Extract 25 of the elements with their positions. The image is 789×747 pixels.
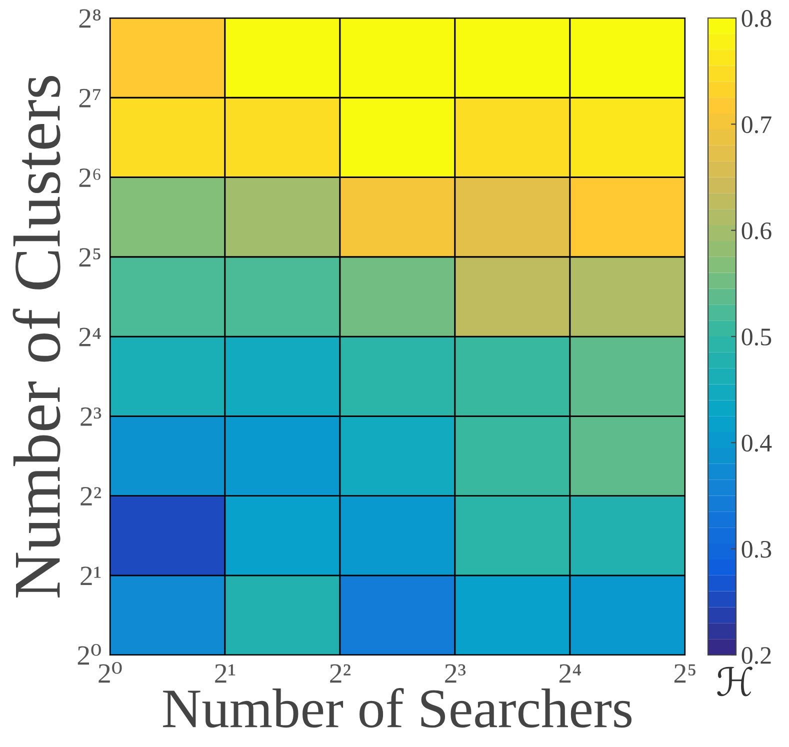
x-tick-label: 2⁴ bbox=[559, 664, 581, 683]
color-bar-label: 0.2 bbox=[742, 647, 771, 664]
color-bar-label: 0.4 bbox=[742, 434, 772, 452]
color-bar-label: 0.6 bbox=[742, 222, 772, 240]
color-bar-label: 0.8 bbox=[742, 10, 772, 28]
y-tick-label: 2³ bbox=[80, 407, 102, 426]
y-tick-label: 2⁶ bbox=[79, 168, 100, 187]
color-bar-label: 0.5 bbox=[742, 328, 772, 346]
x-tick-label: 2³ bbox=[445, 664, 466, 683]
x-tick-label: 2² bbox=[330, 664, 350, 683]
y-tick-label: 2⁷ bbox=[79, 88, 101, 108]
color-bar-label: 0.7 bbox=[742, 116, 772, 134]
y-tick-label: 2¹ bbox=[80, 566, 101, 586]
y-tick-label: 2⁴ bbox=[79, 328, 101, 346]
x-tick-label: 2¹ bbox=[215, 664, 236, 683]
y-tick-label: 2² bbox=[80, 486, 102, 506]
color-bar-label: 0.3 bbox=[742, 540, 772, 558]
color-bar-title: ℋ bbox=[717, 666, 752, 696]
y-tick-label: 2⁸ bbox=[79, 9, 101, 28]
y-tick-label: 2⁰ bbox=[78, 644, 101, 665]
x-axis-title: Number of Searchers bbox=[163, 688, 632, 728]
x-tick-label: 2⁵ bbox=[674, 664, 696, 683]
x-tick-label: 2⁰ bbox=[98, 662, 122, 683]
y-axis-title: Number of Clusters bbox=[12, 76, 60, 598]
y-tick-label: 2⁵ bbox=[79, 248, 100, 267]
